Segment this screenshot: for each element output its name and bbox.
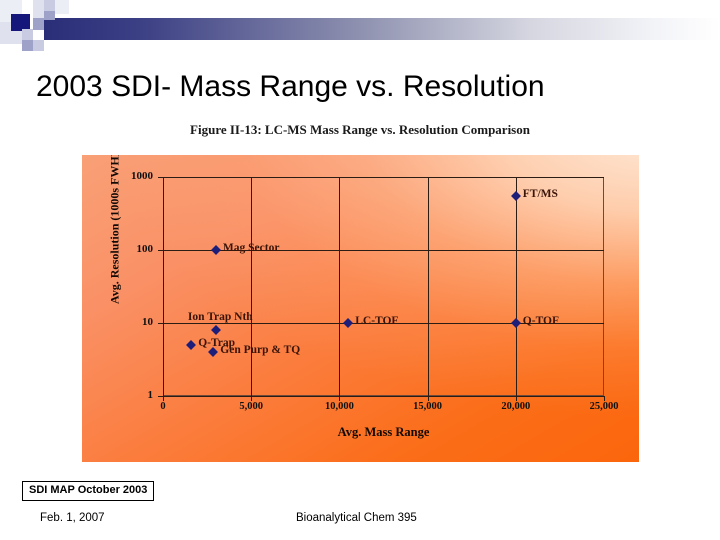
data-point-label: Ion Trap Nth — [187, 311, 253, 324]
vertical-gridline — [427, 177, 429, 396]
header-square-3 — [22, 29, 33, 40]
data-point-label: LC-TOF — [355, 315, 399, 327]
footer-date: Feb. 1, 2007 — [40, 512, 105, 524]
plot-frame — [163, 177, 604, 396]
vertical-gridline — [339, 177, 341, 396]
vertical-gridline — [251, 177, 253, 396]
x-tick-label: 0 — [160, 401, 166, 412]
x-tick-mark — [604, 396, 605, 401]
data-point-label: Gen Purp & TQ — [220, 344, 301, 357]
plot-area: 0 5,000 10,000 15,000 20,000 25,000 1 10 100 1000… — [82, 155, 639, 462]
x-tick-mark — [339, 396, 341, 401]
x-tick-label: 20,000 — [501, 401, 531, 412]
source-badge: SDI MAP October 2003 — [22, 481, 155, 501]
vertical-gridline — [515, 177, 517, 396]
header-square-8 — [33, 18, 44, 30]
figure-caption: Figure II-13: LC-MS Mass Range vs. Resol… — [190, 122, 530, 137]
header-square-6 — [44, 0, 55, 11]
header-square-9 — [33, 40, 44, 51]
header-square-10 — [55, 0, 69, 14]
x-tick-mark — [427, 396, 429, 401]
y-tick-mark — [158, 323, 163, 324]
y-tick-label: 1 — [147, 389, 154, 401]
y-tick-mark — [158, 250, 163, 251]
x-axis-title: Avg. Mass Range — [337, 425, 430, 439]
data-point-label: FT/MS — [522, 187, 558, 200]
x-tick-label: 15,000 — [413, 401, 443, 412]
decorative-header-band — [0, 0, 720, 56]
x-tick-label: 10,000 — [324, 401, 354, 412]
y-tick-label: 10 — [142, 316, 153, 328]
header-gradient-bar — [44, 18, 720, 40]
horizontal-gridline — [163, 177, 604, 178]
page-title: 2003 SDI- Mass Range vs. Resolution — [36, 70, 545, 103]
x-tick-mark — [515, 396, 517, 401]
header-square-7 — [44, 11, 55, 20]
header-square-4 — [22, 40, 33, 51]
y-tick-label: 100 — [136, 243, 154, 255]
chart-panel: 0 5,000 10,000 15,000 20,000 25,000 1 10 100 1000… — [82, 155, 639, 462]
footer-course: Bioanalytical Chem 395 — [296, 512, 417, 524]
header-square-5 — [33, 0, 44, 18]
y-axis-title: Avg. Resolution (1000s FWHM) — [107, 155, 122, 305]
data-point-label: Q-TOF — [522, 315, 560, 327]
y-tick-label: 1000 — [131, 170, 153, 182]
x-tick-mark — [251, 396, 253, 401]
x-tick-label: 5,000 — [239, 401, 263, 412]
y-tick-mark — [158, 396, 163, 397]
horizontal-gridline — [163, 250, 604, 251]
horizontal-gridline — [163, 323, 604, 324]
x-tick-mark — [163, 396, 164, 401]
data-point-label: Mag Sector — [222, 242, 280, 254]
y-tick-mark — [158, 177, 163, 178]
y-axis-line — [163, 177, 164, 397]
header-square-navy — [11, 14, 30, 31]
x-tick-label: 25,000 — [589, 401, 619, 412]
data-point-label: Q-Trap — [198, 336, 236, 349]
x-axis-line — [163, 396, 605, 397]
